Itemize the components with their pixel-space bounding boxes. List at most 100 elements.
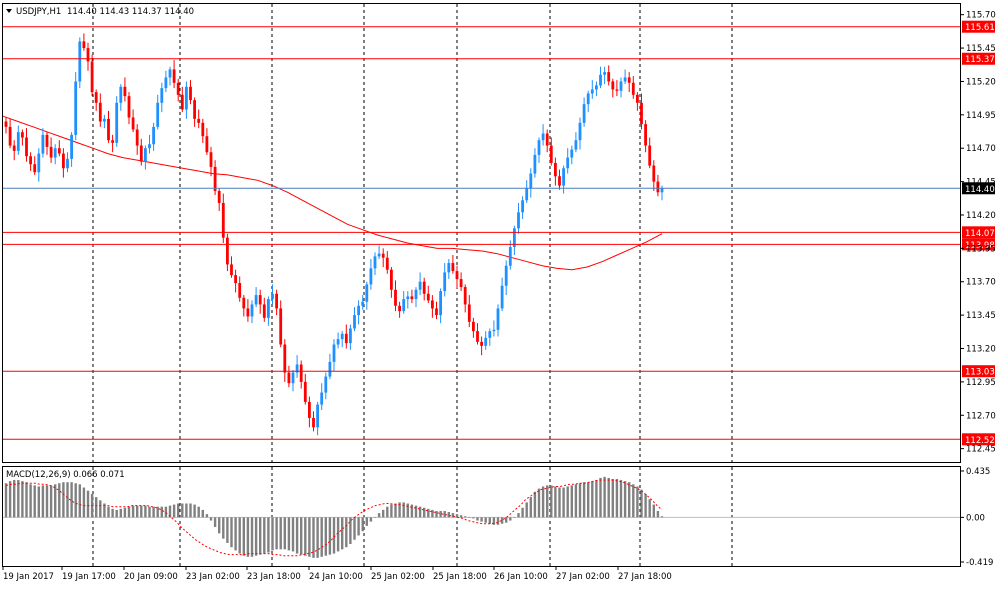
candle-body: [168, 69, 172, 78]
macd-bar: [541, 486, 545, 518]
macd-bar: [25, 482, 28, 518]
candle-body: [74, 81, 78, 135]
candle-body: [394, 289, 397, 306]
candle-body: [148, 144, 151, 149]
candle-body: [525, 188, 529, 201]
candle-body: [648, 145, 652, 166]
macd-bar: [480, 517, 483, 522]
candle-body: [41, 134, 45, 154]
macd-bar: [632, 484, 635, 518]
macd-bar: [185, 503, 188, 518]
candle-body: [455, 271, 459, 280]
macd-bar: [189, 503, 192, 518]
price-tick-label: 112.70: [966, 411, 996, 421]
candle-body: [472, 321, 475, 332]
candle-body: [344, 333, 348, 344]
candle-body: [361, 301, 365, 306]
candle-body: [16, 132, 20, 151]
candle-body: [201, 122, 205, 137]
macd-bar: [172, 504, 176, 518]
macd-bar: [336, 517, 340, 552]
macd-bar: [308, 517, 311, 557]
macd-bar: [603, 476, 606, 518]
macd-panel-frame: [2, 466, 961, 567]
macd-bar: [115, 509, 118, 518]
candle-body: [308, 401, 311, 418]
candle-body: [480, 341, 483, 346]
macd-bar: [49, 485, 53, 518]
macd-bar: [222, 517, 225, 539]
candle-body: [152, 126, 155, 145]
macd-bar: [86, 490, 90, 518]
candle-body: [164, 77, 168, 89]
candle-body: [172, 69, 176, 83]
candle-body: [180, 94, 184, 110]
macd-bar: [148, 506, 151, 518]
time-tick-label: 27 Jan 02:00: [556, 572, 610, 582]
level-label: 115.61: [965, 23, 995, 33]
time-tick-label: 27 Jan 18:00: [618, 572, 672, 582]
macd-bar: [660, 516, 664, 518]
macd-bar: [361, 517, 364, 532]
candle-body: [406, 296, 410, 300]
level-label: 115.37: [965, 55, 995, 65]
candle-body: [517, 212, 520, 229]
macd-bar: [386, 506, 389, 518]
current-price-label: 114.40: [965, 185, 995, 195]
candle-body: [549, 145, 553, 163]
price-tick-label: 114.70: [966, 144, 996, 154]
macd-bar: [513, 517, 516, 518]
candle-body: [611, 81, 615, 90]
candle-body: [340, 333, 344, 340]
macd-bar: [332, 517, 336, 554]
candle-body: [357, 305, 360, 316]
candle-body: [320, 392, 324, 405]
macd-bar: [509, 517, 512, 521]
level-label: 114.07: [965, 229, 995, 239]
candle-body: [582, 104, 586, 123]
candle-body: [328, 361, 332, 377]
candle-body: [33, 164, 37, 173]
macd-bar: [521, 507, 524, 518]
macd-tick-label: 0.435: [966, 467, 990, 477]
symbol-dropdown-icon[interactable]: [6, 9, 12, 13]
level-label: 113.98: [965, 241, 995, 251]
macd-bar: [205, 514, 209, 518]
candle-body: [82, 41, 86, 49]
macd-bar: [181, 503, 184, 518]
candle-body: [221, 202, 225, 238]
macd-bar: [111, 508, 114, 518]
candle-body: [119, 86, 123, 103]
horizontal-levels[interactable]: 115.61 115.37 114.07 113.98 113.03 112.52: [3, 20, 995, 446]
candle-body: [123, 86, 127, 97]
macd-bar: [140, 505, 143, 518]
candle-body: [209, 152, 213, 167]
candle-body: [49, 146, 53, 158]
candle-body: [111, 140, 114, 143]
macd-bar: [275, 517, 278, 550]
macd-label: MACD(12,26,9) 0.066 0.071: [6, 470, 125, 480]
candle-body: [262, 304, 266, 318]
time-tick-label: 25 Jan 18:00: [433, 572, 487, 582]
candle-body: [492, 329, 496, 332]
macd-bar: [464, 516, 467, 518]
candle-body: [8, 126, 12, 146]
candle-body: [385, 257, 389, 270]
macd-bar: [546, 485, 549, 518]
macd-bar: [29, 484, 32, 518]
candle-body: [4, 121, 8, 127]
macd-bar: [136, 505, 139, 518]
candle-body: [414, 289, 418, 300]
macd-bar: [423, 507, 426, 518]
candle-body: [62, 153, 65, 169]
moving-average-line: [2, 115, 663, 271]
candle-body: [607, 72, 611, 82]
macd-bar: [652, 504, 655, 518]
candle-body: [513, 228, 516, 248]
level-label-box: [962, 433, 995, 446]
macd-bar: [615, 478, 619, 518]
macd-bar: [537, 488, 541, 518]
macd-bar: [447, 512, 450, 518]
